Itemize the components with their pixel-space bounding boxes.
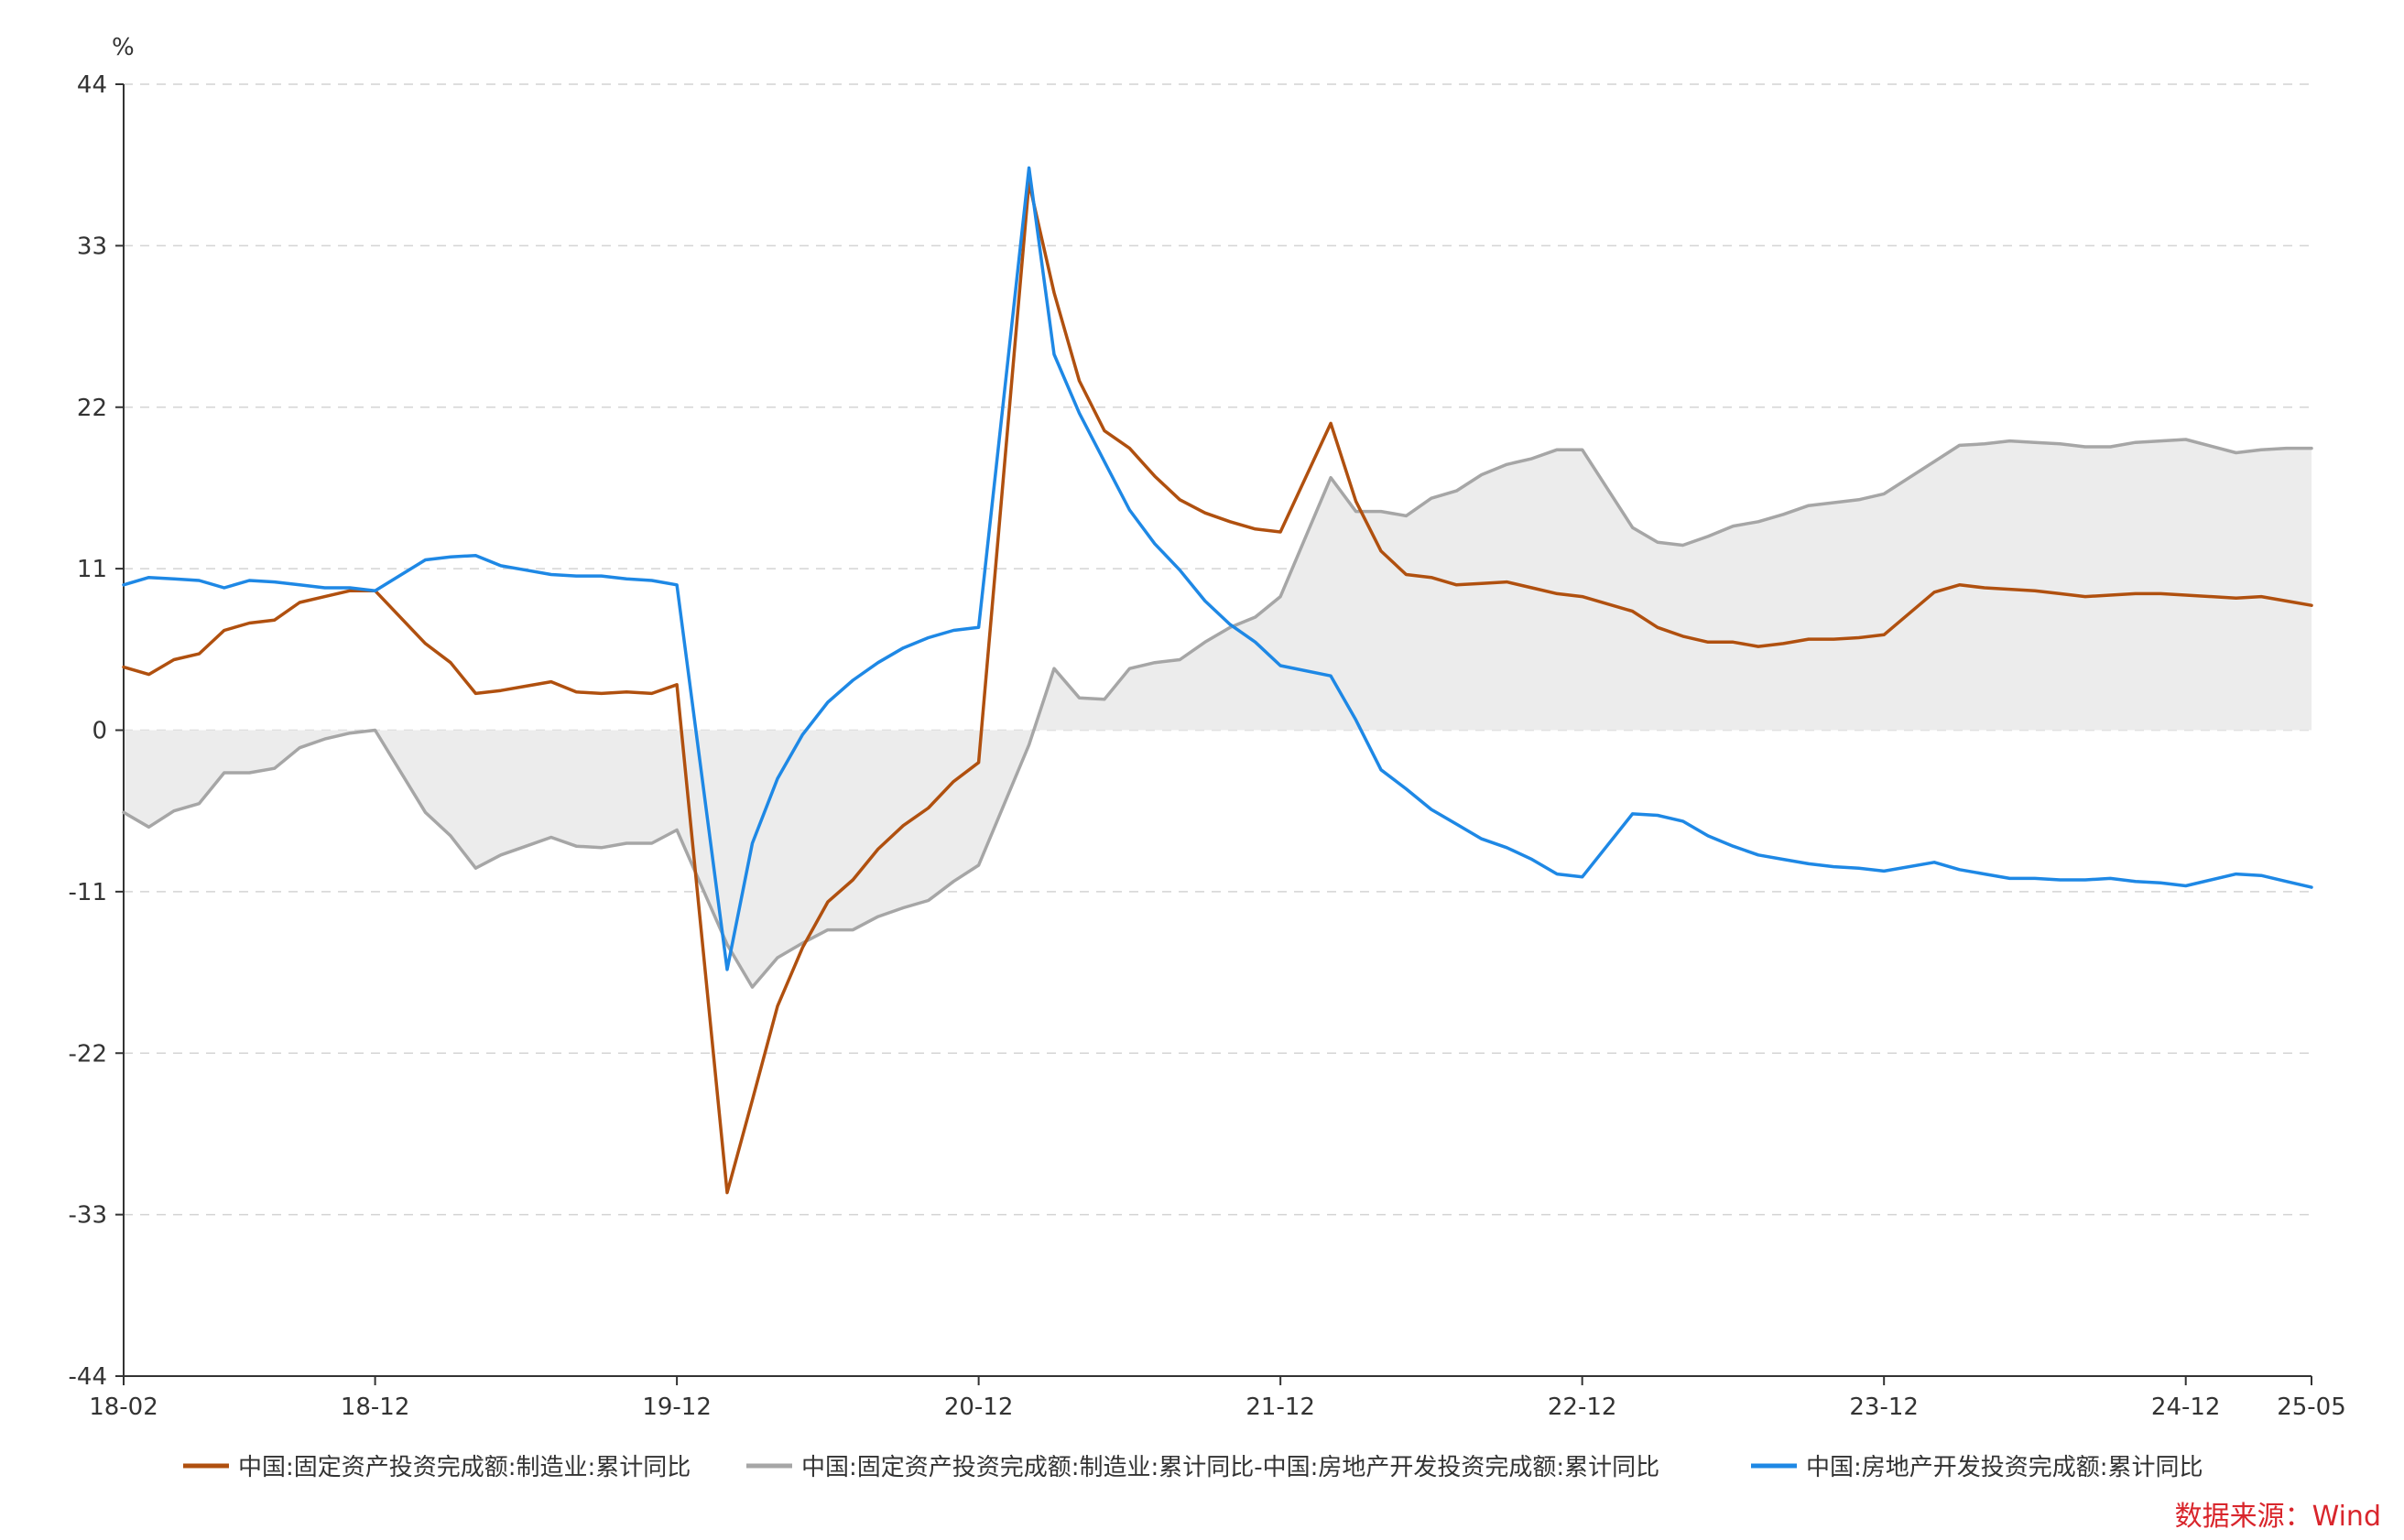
x-tick-label: 20-12 xyxy=(944,1394,1014,1421)
series-line-1 xyxy=(122,180,2313,1195)
y-tick-label: 22 xyxy=(77,395,107,422)
y-tick-label: -22 xyxy=(69,1040,107,1068)
legend-label: 中国:固定资产投资完成额:制造业:累计同比-中国:房地产开发投资完成额:累计同比 xyxy=(801,1454,1659,1481)
y-tick-labels: 44 33 22 11 0 -11 -22 -33 -44 xyxy=(69,71,124,1391)
y-tick-label: -44 xyxy=(69,1363,107,1391)
x-tick-label: 18-12 xyxy=(341,1394,410,1421)
legend: 中国:固定资产投资完成额:制造业:累计同比 中国:固定资产投资完成额:制造业:累计… xyxy=(183,1454,2203,1481)
x-tick-label: 18-02 xyxy=(89,1394,158,1421)
source-label: 数据来源：Wind xyxy=(2175,1501,2381,1533)
y-tick-label: -11 xyxy=(69,879,107,906)
series-area-fill xyxy=(124,439,2312,988)
y-tick-label: -33 xyxy=(69,1202,107,1230)
y-unit-label: % xyxy=(112,34,135,61)
y-tick-label: 44 xyxy=(77,71,107,99)
x-tick-label: 19-12 xyxy=(642,1394,712,1421)
line-series-layer xyxy=(122,166,2313,1195)
x-tick-labels: 18-02 18-12 19-12 20-12 21-12 22-12 23-12 24-12… xyxy=(89,1376,2346,1421)
x-tick-label: 23-12 xyxy=(1849,1394,1919,1421)
y-tick-label: 11 xyxy=(77,556,107,583)
x-tick-label: 22-12 xyxy=(1548,1394,1617,1421)
series-line-2 xyxy=(122,438,2313,989)
x-tick-label: 21-12 xyxy=(1246,1394,1315,1421)
x-tick-label: 24-12 xyxy=(2151,1394,2221,1421)
y-tick-label: 33 xyxy=(77,233,107,260)
legend-label: 中国:固定资产投资完成额:制造业:累计同比 xyxy=(238,1454,691,1481)
y-tick-label: 0 xyxy=(92,718,107,745)
area-series-layer xyxy=(124,439,2312,988)
x-tick-label: 25-05 xyxy=(2277,1394,2346,1421)
series-line-3 xyxy=(122,166,2313,971)
legend-label: 中国:房地产开发投资完成额:累计同比 xyxy=(1806,1454,2203,1481)
